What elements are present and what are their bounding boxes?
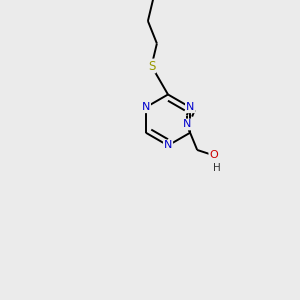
Text: N: N xyxy=(142,102,150,112)
Text: O: O xyxy=(209,150,218,161)
Text: S: S xyxy=(148,59,155,73)
Text: N: N xyxy=(164,140,172,151)
Text: H: H xyxy=(213,163,220,173)
Text: N: N xyxy=(182,119,191,130)
Text: N: N xyxy=(186,102,194,112)
